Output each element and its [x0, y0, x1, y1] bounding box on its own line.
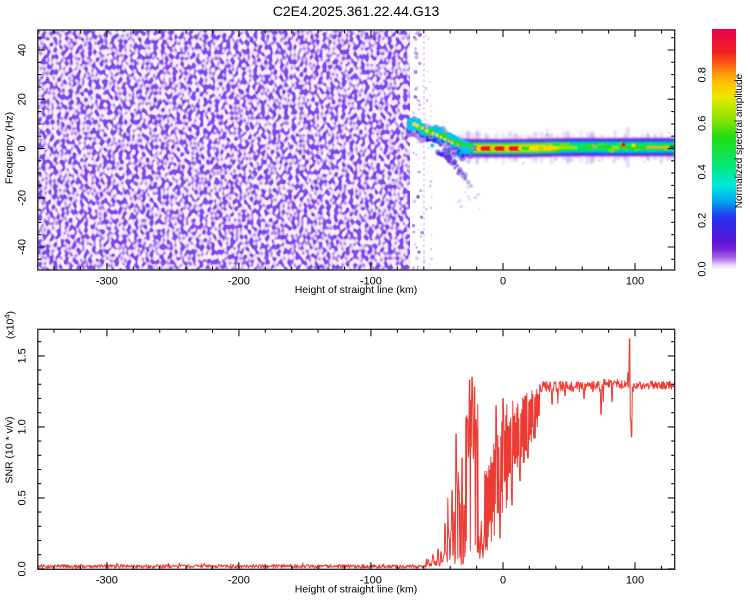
- svg-text:-300: -300: [96, 276, 118, 288]
- svg-text:0.8: 0.8: [697, 67, 709, 82]
- svg-text:-300: -300: [96, 575, 118, 587]
- svg-text:Frequency (Hz): Frequency (Hz): [4, 112, 16, 184]
- svg-text:SNR (10 * v/v): SNR (10 * v/v): [4, 416, 16, 483]
- svg-text:1.0: 1.0: [17, 419, 29, 434]
- svg-text:-40: -40: [17, 239, 29, 255]
- svg-text:40: 40: [17, 44, 29, 56]
- svg-text:100: 100: [626, 575, 644, 587]
- svg-text:-100: -100: [360, 575, 382, 587]
- svg-text:-20: -20: [17, 190, 29, 206]
- svg-text:Height of straight line (km): Height of straight line (km): [295, 284, 418, 296]
- svg-text:20: 20: [17, 93, 29, 105]
- svg-text:0.4: 0.4: [697, 164, 709, 179]
- svg-text:-100: -100: [360, 276, 382, 288]
- svg-text:100: 100: [626, 276, 644, 288]
- svg-text:0.0: 0.0: [697, 261, 709, 276]
- svg-text:1.5: 1.5: [17, 348, 29, 363]
- svg-text:Height of straight line (km): Height of straight line (km): [295, 584, 418, 596]
- svg-text:0.2: 0.2: [697, 213, 709, 228]
- svg-text:-200: -200: [228, 276, 250, 288]
- svg-text:-200: -200: [228, 575, 250, 587]
- svg-text:0.6: 0.6: [697, 116, 709, 131]
- svg-text:(x104): (x104): [3, 311, 17, 339]
- svg-text:C2E4.2025.361.22.44.G13: C2E4.2025.361.22.44.G13: [273, 3, 440, 19]
- svg-text:Normalized spectral amplitude: Normalized spectral amplitude: [734, 73, 745, 208]
- svg-text:0: 0: [500, 575, 506, 587]
- svg-text:0.0: 0.0: [17, 561, 29, 576]
- svg-text:0: 0: [17, 145, 29, 151]
- svg-text:0: 0: [500, 276, 506, 288]
- svg-text:0.5: 0.5: [17, 490, 29, 505]
